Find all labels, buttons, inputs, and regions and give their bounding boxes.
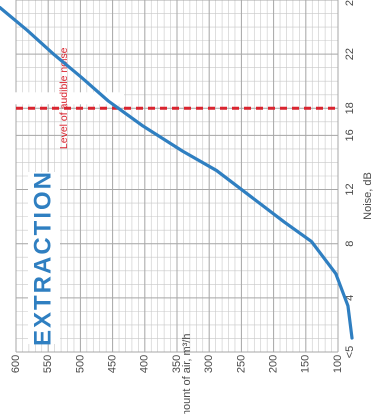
air-tick-label: 100 — [332, 355, 344, 373]
noise-tick-label: 16 — [344, 129, 356, 141]
noise-axis-title: Noise, dB — [362, 172, 374, 220]
chart-title: EXTRACTION — [29, 170, 56, 346]
noise-tick-label: 22 — [344, 48, 356, 60]
threshold-group: Level of audible noise — [4, 47, 338, 149]
air-tick-label: 550 — [42, 355, 54, 373]
noise-tick-label: 4 — [344, 295, 356, 301]
axis-titles: Noise, dB Amount of air, m³/h — [181, 172, 374, 414]
y-tick-labels: 100 150 200 250 300 350 400 450 500 550 600 — [10, 355, 344, 373]
air-tick-label: 500 — [74, 355, 86, 373]
air-tick-label: 200 — [268, 355, 280, 373]
air-tick-label: 400 — [139, 355, 151, 373]
air-tick-label: 450 — [107, 355, 119, 373]
noise-tick-label: 18 — [344, 102, 356, 114]
threshold-label-backdrop — [4, 92, 124, 105]
air-axis-title: Amount of air, m³/h — [181, 334, 193, 414]
air-tick-label: 250 — [235, 355, 247, 373]
air-tick-label: 150 — [300, 355, 312, 373]
threshold-label: Level of audible noise — [58, 47, 70, 149]
noise-tick-label: 26 — [344, 0, 356, 6]
x-tick-labels: <5 4 8 12 16 18 22 26 — [344, 0, 356, 358]
air-tick-label: 600 — [10, 355, 22, 373]
air-tick-label: 350 — [171, 355, 183, 373]
title-backdrop — [28, 172, 60, 344]
chart-title-group: EXTRACTION — [28, 170, 60, 346]
air-tick-label: 300 — [203, 355, 215, 373]
noise-tick-label: <5 — [344, 346, 356, 359]
noise-tick-label: 12 — [344, 183, 356, 195]
noise-tick-label: 8 — [344, 241, 356, 247]
series-group — [0, 6, 354, 340]
series-line — [0, 6, 354, 340]
